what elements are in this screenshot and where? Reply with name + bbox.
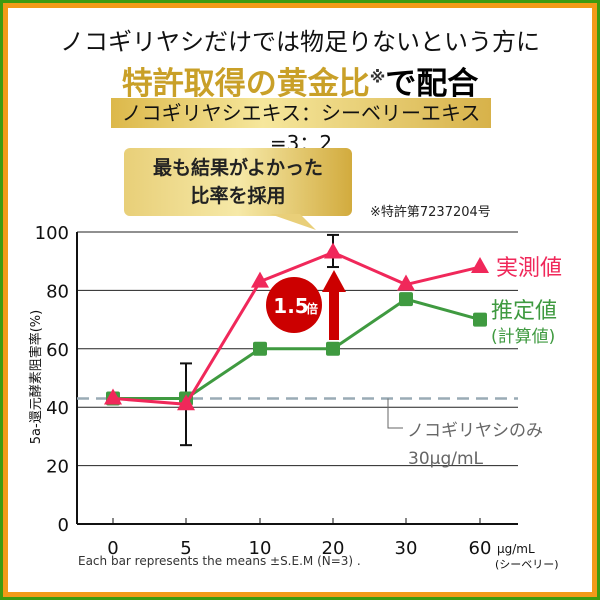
x-tick-label: 10: [249, 538, 272, 559]
estimated-point: [399, 292, 413, 307]
estimated-line: [113, 297, 481, 400]
x-tick-label: 0: [107, 538, 118, 559]
measured-point: [324, 242, 342, 259]
increase-arrow-shaft: [329, 290, 339, 340]
callout-line2: 比率を採用: [190, 185, 286, 207]
ratio-banner: ノコギリヤシエキス：シーベリーエキス=3：2: [111, 98, 491, 155]
headline: ノコギリヤシだけでは物足りないという方に: [60, 28, 540, 56]
x-tick-label: 20: [322, 538, 345, 559]
golden-ratio-text: 特許取得の黄金比: [121, 66, 370, 102]
x-tick-label: 30: [395, 538, 418, 559]
subheadline-rest: で配合: [385, 66, 479, 102]
baseline-leader: [387, 398, 403, 429]
x-tick-label: 60: [469, 538, 492, 559]
x-tick-label: 5: [180, 538, 191, 559]
footnote-mark: ※: [369, 67, 386, 87]
measured-point: [397, 274, 415, 291]
increase-arrow-head: [322, 270, 346, 292]
legend-measured: 実測値: [496, 256, 562, 281]
y-tick-label: 100: [35, 223, 69, 244]
y-tick-label: 20: [46, 457, 69, 478]
measured-point: [471, 257, 489, 274]
measured-point: [177, 394, 195, 411]
chart-note: Each bar represents the means ±S.E.M (N=…: [78, 554, 361, 568]
measured-line: [112, 250, 481, 406]
patent-note: ※特許第7237204号: [370, 205, 491, 220]
ratio-badge: [266, 277, 322, 333]
estimated-point: [326, 341, 340, 356]
y-tick-label: 60: [46, 340, 69, 361]
y-tick-label: 0: [58, 515, 69, 536]
legend-estimated: 推定値: [491, 299, 557, 324]
estimated-point: [473, 312, 487, 327]
ratio-badge-suffix: 倍: [306, 301, 318, 316]
baseline-label: ノコギリヤシのみ: [407, 421, 543, 441]
ratio-badge-text: 1.5: [273, 294, 308, 318]
measured-point: [251, 271, 269, 288]
callout-bubble: 最も結果がよかった 比率を採用: [124, 148, 352, 216]
callout-line1: 最も結果がよかった: [152, 157, 324, 179]
x-unit-label: μg/mL: [497, 542, 535, 556]
y-tick-label: 40: [46, 398, 69, 419]
baseline-sublabel: 30μg/mL: [408, 449, 484, 469]
legend-estimated-sub: (計算値): [491, 327, 555, 347]
estimated-point: [253, 341, 267, 356]
subheadline: 特許取得の黄金比※で配合: [0, 58, 600, 103]
y-tick-label: 80: [46, 281, 69, 302]
x-unit-sublabel: (シーベリー): [495, 558, 559, 571]
callout-pointer: [270, 214, 316, 230]
measured-point: [104, 388, 122, 405]
y-axis-label: 5a-還元酵素阻害率(%): [28, 310, 44, 444]
